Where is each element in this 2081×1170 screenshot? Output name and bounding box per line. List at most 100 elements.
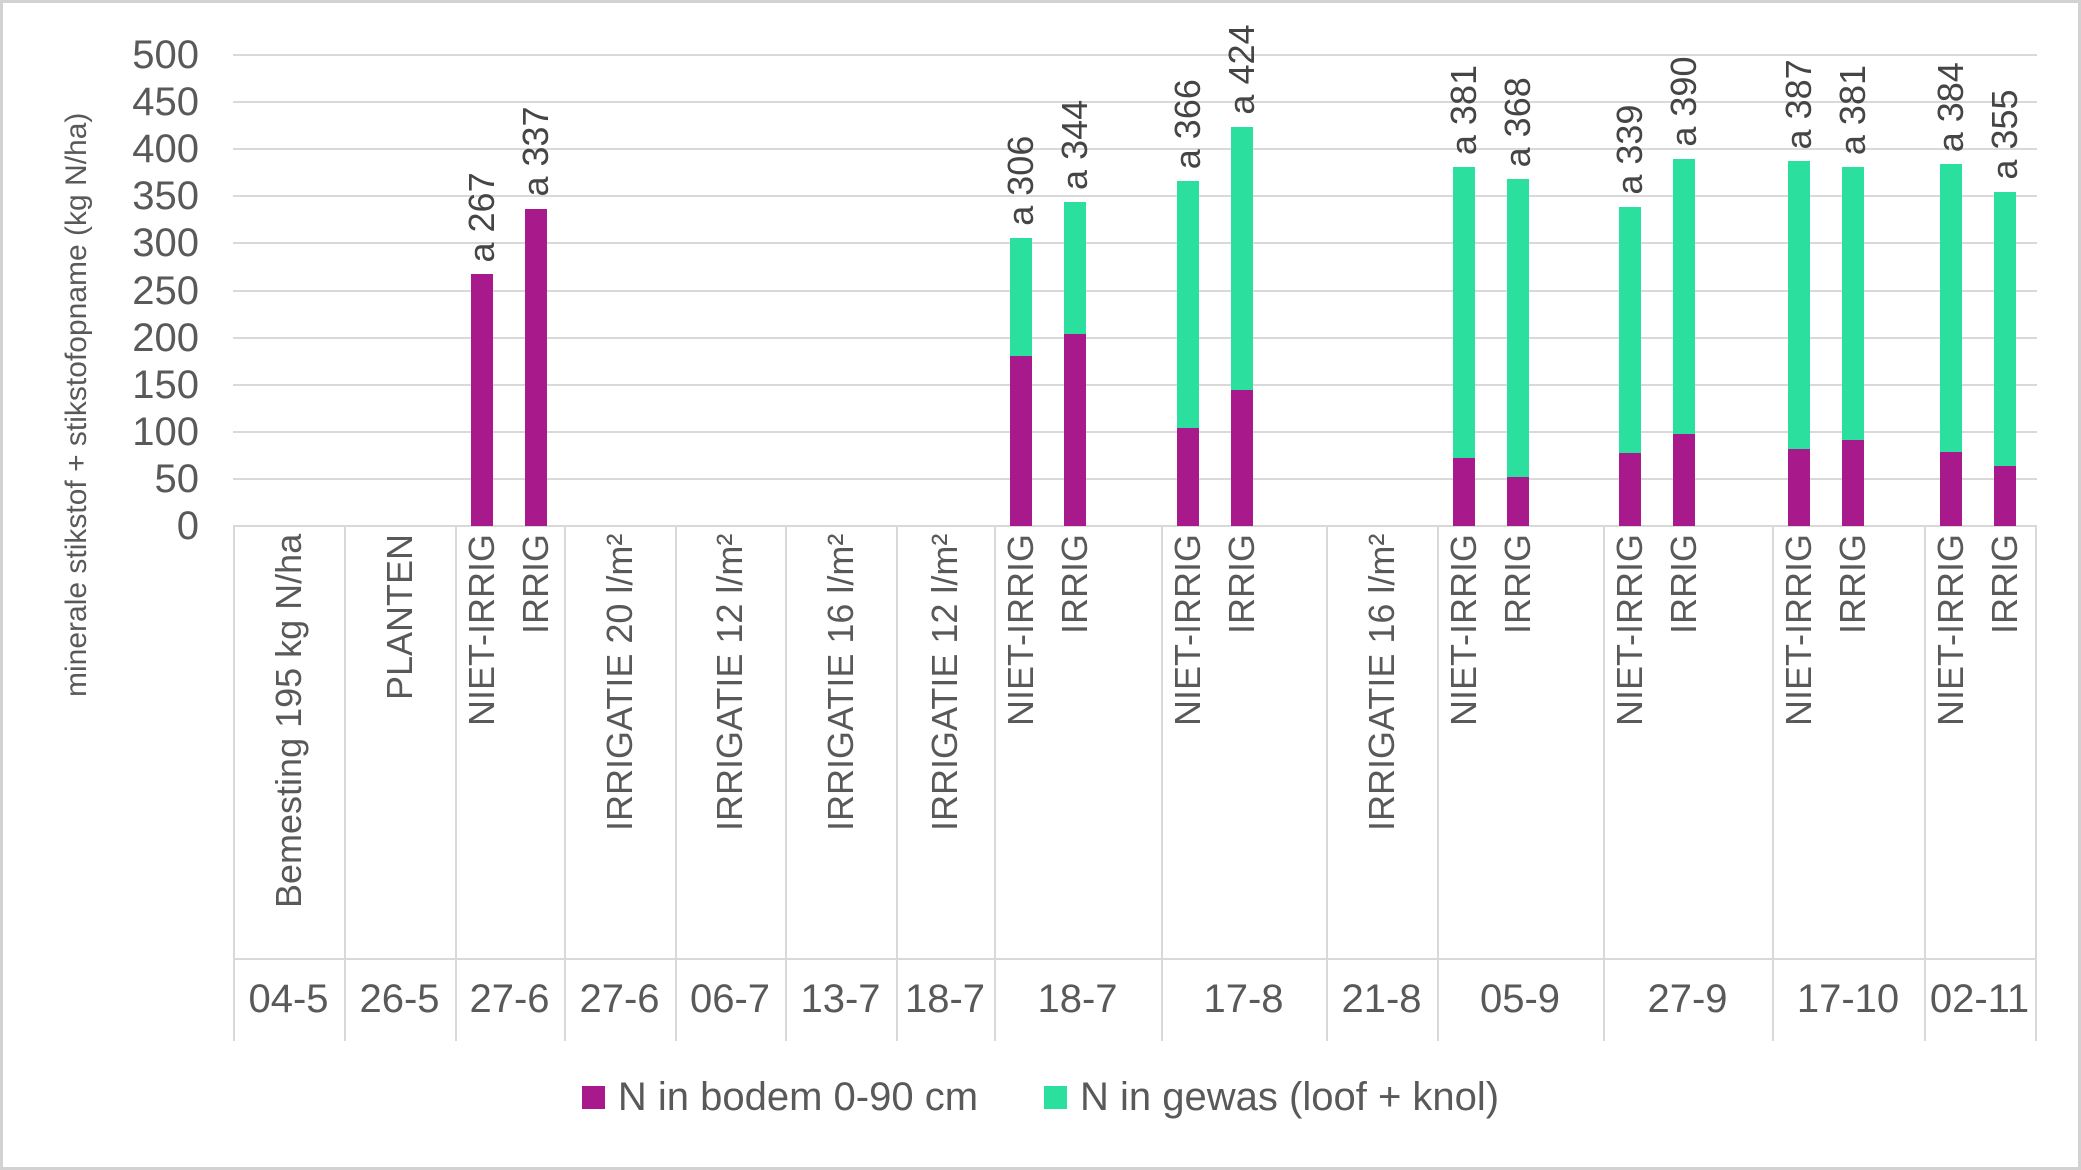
y-axis-tick-label: 350 <box>132 174 199 219</box>
bar-segment-bodem <box>525 208 547 526</box>
legend-label-gewas: N in gewas (loof + knol) <box>1080 1075 1500 1119</box>
bar-segment-gewas <box>1842 167 1864 441</box>
category-label: NIET-IRRIG <box>1000 534 1041 727</box>
category-label: IRRIGATIE 20 l/m² <box>598 534 640 832</box>
bar-value-label: a 344 <box>1054 99 1095 190</box>
date-label: 05-9 <box>1479 977 1561 1021</box>
date-label: 02-11 <box>1929 977 2030 1021</box>
date-label: 13-7 <box>800 977 881 1021</box>
date-label: 27-6 <box>469 977 550 1021</box>
y-axis-tick-label: 100 <box>132 409 199 454</box>
bar-segment-gewas <box>1788 161 1810 449</box>
legend-label-bodem: N in bodem 0-90 cm <box>617 1075 979 1119</box>
bar-segment-gewas <box>1994 191 2016 466</box>
bar-value-label: a 355 <box>1984 89 2025 180</box>
date-label: 04-5 <box>248 977 329 1021</box>
category-label: IRRIG <box>1663 534 1704 635</box>
y-axis-tick-label: 250 <box>132 268 199 313</box>
date-label: 27-9 <box>1647 977 1728 1021</box>
date-label: 26-5 <box>359 977 440 1021</box>
bar-segment-bodem <box>1994 465 2016 526</box>
category-label: IRRIG <box>515 534 556 635</box>
bar-value-label: a 381 <box>1832 65 1873 156</box>
bar-segment-gewas <box>1940 164 1962 452</box>
bar-segment-gewas <box>1507 179 1529 478</box>
y-axis-tick-label: 400 <box>132 127 199 172</box>
category-label: NIET-IRRIG <box>1930 534 1971 727</box>
category-cell-border <box>1772 526 1774 1041</box>
gridline <box>233 383 2037 386</box>
y-axis-tick-label: 450 <box>132 80 199 125</box>
date-label: 17-10 <box>1796 977 1900 1021</box>
bar-segment-gewas <box>1177 181 1199 429</box>
bar-segment-gewas <box>1453 167 1475 459</box>
category-label: Bemesting 195 kg N/ha <box>267 534 309 909</box>
bar-value-label: a 337 <box>515 106 556 197</box>
bar-value-label: a 267 <box>461 172 502 263</box>
legend-item-gewas: N in gewas (loof + knol) <box>1044 1075 1499 1120</box>
category-cell-border <box>675 526 677 1041</box>
gridline <box>233 430 2037 433</box>
date-label: 18-7 <box>904 977 986 1021</box>
gridline <box>233 148 2037 151</box>
legend: N in bodem 0-90 cm N in gewas (loof + kn… <box>3 1075 2078 1120</box>
category-cell-border <box>344 526 346 1041</box>
category-cell-border <box>233 526 235 1041</box>
category-label: PLANTEN <box>378 534 420 701</box>
date-label: 21-8 <box>1341 977 1422 1021</box>
y-axis-tick-label: 0 <box>176 504 199 548</box>
legend-swatch-gewas-icon <box>1044 1086 1068 1109</box>
date-label: 17-8 <box>1203 977 1284 1021</box>
category-label: IRRIG <box>1221 534 1262 635</box>
category-label: IRRIGATIE 12 l/m² <box>924 534 965 832</box>
category-cell-border <box>1437 526 1439 1041</box>
category-label: IRRIGATIE 16 l/m² <box>819 534 861 832</box>
category-cell-border <box>2035 526 2037 1041</box>
bar-segment-bodem <box>1177 428 1199 526</box>
category-cell-border <box>1924 526 1926 1041</box>
category-cell-border <box>564 526 566 1041</box>
gridline <box>233 195 2037 198</box>
category-label: IRRIG <box>1984 534 2025 635</box>
category-label: IRRIG <box>1832 534 1873 635</box>
bar-segment-bodem <box>1940 451 1962 526</box>
bar-value-label: a 368 <box>1497 77 1538 168</box>
bar-value-label: a 306 <box>1000 135 1041 226</box>
bar-value-label: a 339 <box>1609 104 1650 195</box>
category-cell-border <box>1326 526 1328 1041</box>
category-cell-border <box>1161 526 1163 1041</box>
category-label: NIET-IRRIG <box>1778 534 1819 727</box>
bar-segment-bodem <box>1231 390 1253 526</box>
bar-value-label: a 424 <box>1221 24 1262 115</box>
category-label: IRRIGATIE 16 l/m² <box>1360 534 1402 832</box>
bar-segment-gewas <box>1231 126 1253 391</box>
category-label: NIET-IRRIG <box>1167 534 1208 727</box>
bar-segment-bodem <box>1788 448 1810 526</box>
bar-value-label: a 366 <box>1167 79 1208 170</box>
date-label: 18-7 <box>1037 977 1118 1021</box>
gridline <box>233 54 2037 56</box>
category-label: NIET-IRRIG <box>1443 534 1484 727</box>
gridline <box>233 525 2037 527</box>
y-axis-tick-label: 50 <box>154 456 200 501</box>
category-label: IRRIGATIE 12 l/m² <box>709 534 750 832</box>
legend-swatch-bodem-icon <box>581 1086 605 1109</box>
date-label: 06-7 <box>689 977 771 1021</box>
bar-segment-bodem <box>1064 333 1086 526</box>
y-axis-tick-label: 150 <box>132 362 199 407</box>
category-label: NIET-IRRIG <box>461 534 502 727</box>
category-cell-border <box>994 526 996 1041</box>
bar-segment-bodem <box>1507 477 1529 526</box>
category-label: IRRIG <box>1054 534 1095 635</box>
bar-segment-gewas <box>1064 201 1086 334</box>
bar-value-label: a 384 <box>1930 62 1971 153</box>
gridline <box>233 477 2037 480</box>
bar-value-label: a 381 <box>1443 65 1484 156</box>
category-label: IRRIG <box>1497 534 1538 635</box>
category-cell-border <box>1603 526 1605 1041</box>
date-label: 27-6 <box>579 977 660 1021</box>
category-label: NIET-IRRIG <box>1609 534 1650 727</box>
y-axis-tick-label: 300 <box>132 221 199 266</box>
bar-value-label: a 387 <box>1778 59 1819 150</box>
